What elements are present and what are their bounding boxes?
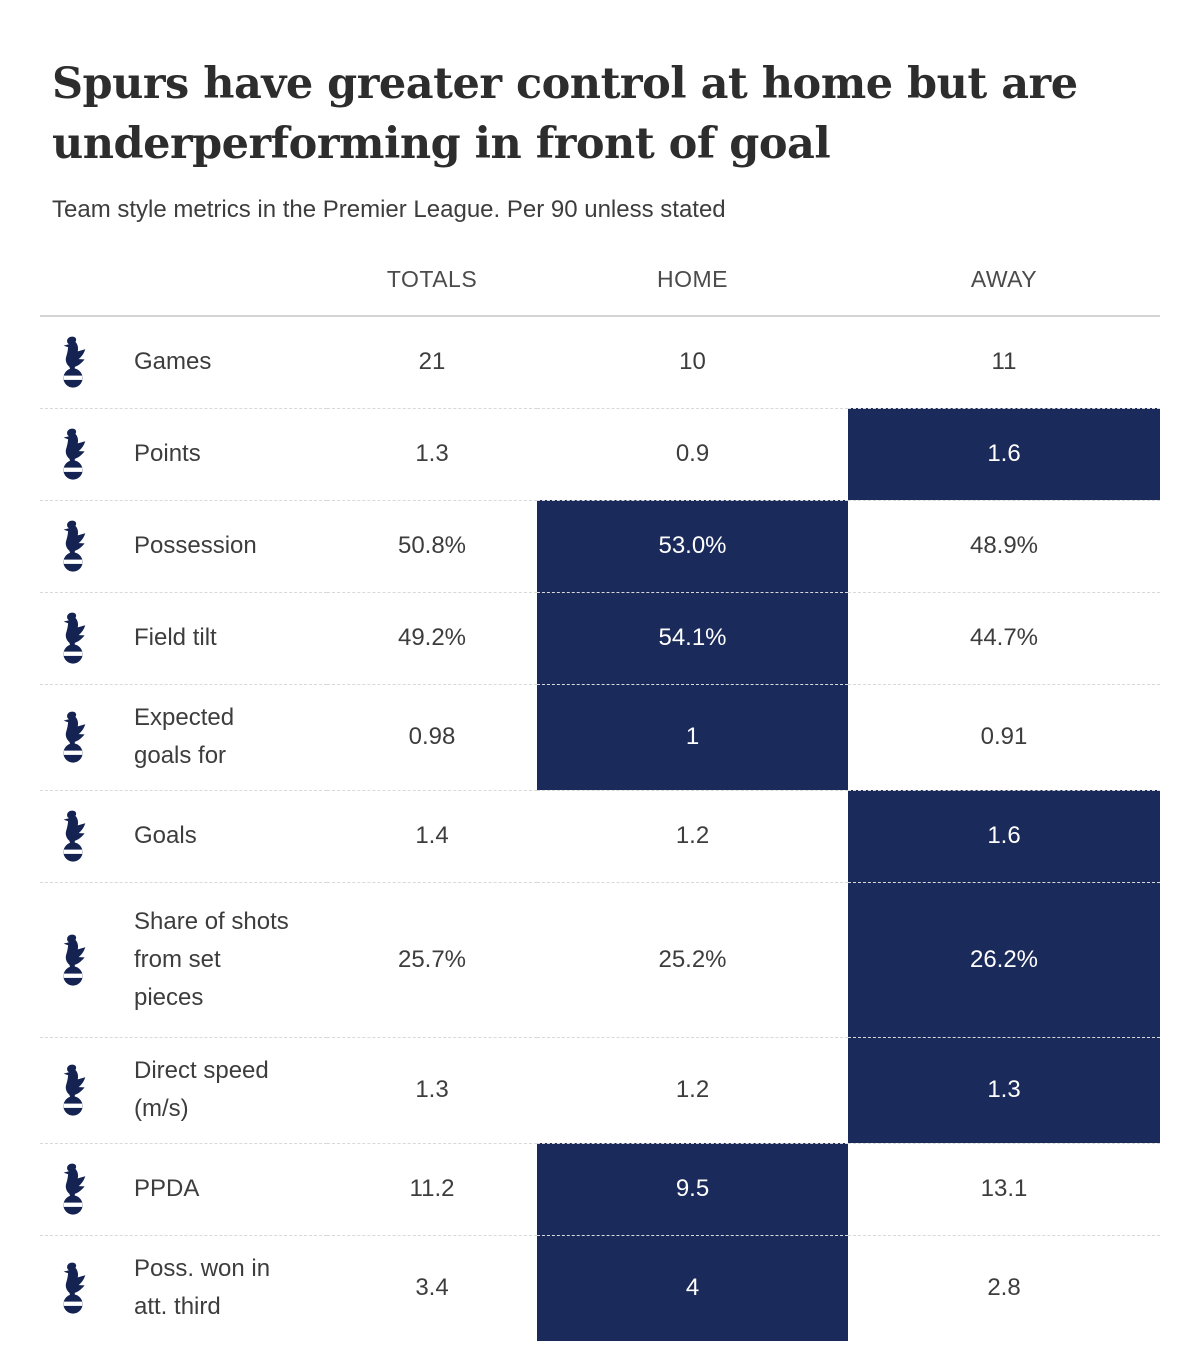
home-value: 10 bbox=[679, 348, 706, 376]
page-title: Spurs have greater control at home but a… bbox=[52, 59, 1078, 169]
away-value: 0.91 bbox=[848, 683, 1160, 790]
metric-label: Goals bbox=[134, 822, 197, 849]
tottenham-crest-icon bbox=[58, 711, 88, 763]
away-value-highlighted: 1.6 bbox=[848, 407, 1160, 500]
totals-value: 25.7% bbox=[327, 881, 537, 1037]
away-value: 48.9% bbox=[848, 499, 1160, 592]
totals-value: 1.3 bbox=[327, 1036, 537, 1143]
home-value: 0.9 bbox=[537, 407, 848, 500]
metric-label: Games bbox=[134, 348, 212, 376]
metric-label: Possession bbox=[134, 532, 257, 559]
away-value: 13.1 bbox=[848, 1142, 1160, 1235]
row-games: Games 21 10 11 bbox=[40, 316, 1160, 408]
tottenham-crest-icon bbox=[58, 810, 88, 862]
home-value: 1.2 bbox=[537, 789, 848, 882]
totals-value: 3.4 bbox=[327, 1234, 537, 1341]
row-ppda: PPDA 11.2 9.5 13.1 bbox=[40, 1142, 1160, 1235]
table-header-row: TOTALS HOME AWAY bbox=[40, 250, 1160, 317]
row-share-of-shots-from-set-pieces: Share of shots from set pieces 25.7% 25.… bbox=[40, 881, 1160, 1037]
home-value: 1.2 bbox=[537, 1036, 848, 1143]
home-value-highlighted: 54.1% bbox=[537, 591, 848, 684]
tottenham-crest-icon bbox=[58, 934, 88, 986]
away-value-highlighted: 26.2% bbox=[848, 881, 1160, 1037]
metric-label: Field tilt bbox=[134, 624, 217, 651]
totals-value: 21 bbox=[418, 348, 446, 376]
totals-value: 1.4 bbox=[327, 789, 537, 882]
row-possession: Possession 50.8% 53.0% 48.9% bbox=[40, 499, 1160, 592]
home-value-highlighted: 4 bbox=[537, 1234, 848, 1341]
away-value: 44.7% bbox=[848, 591, 1160, 684]
row-direct-speed: Direct speed (m/s) 1.3 1.2 1.3 bbox=[40, 1036, 1160, 1143]
away-column-header: AWAY bbox=[848, 250, 1160, 317]
tottenham-crest-icon bbox=[58, 1163, 88, 1215]
metric-label: Points bbox=[134, 440, 201, 467]
metric-label: Poss. won in att. third bbox=[134, 1255, 271, 1321]
metric-label: PPDA bbox=[134, 1175, 200, 1202]
metric-column-header bbox=[40, 250, 327, 317]
totals-value: 50.8% bbox=[327, 499, 537, 592]
metric-label: Expected goals for bbox=[134, 704, 235, 769]
away-value: 2.8 bbox=[848, 1234, 1160, 1341]
away-value: 11 bbox=[991, 348, 1017, 376]
row-points: Points 1.3 0.9 1.6 bbox=[40, 407, 1160, 500]
tottenham-crest-icon bbox=[58, 428, 88, 480]
tottenham-crest-icon bbox=[58, 612, 88, 664]
home-value-highlighted: 1 bbox=[537, 683, 848, 790]
tottenham-crest-icon bbox=[58, 1064, 88, 1116]
metric-label: Share of shots from set pieces bbox=[134, 907, 289, 1011]
metric-label: Direct speed (m/s) bbox=[134, 1057, 269, 1122]
row-expected-goals-for: Expected goals for 0.98 1 0.91 bbox=[40, 683, 1160, 790]
stats-table: TOTALS HOME AWAY Games 21 10 11 bbox=[40, 250, 1160, 1341]
home-column-header: HOME bbox=[537, 250, 848, 317]
totals-value: 49.2% bbox=[327, 591, 537, 684]
home-value: 25.2% bbox=[537, 881, 848, 1037]
totals-value: 1.3 bbox=[327, 407, 537, 500]
page-subtitle: Team style metrics in the Premier League… bbox=[52, 196, 726, 223]
tottenham-crest-icon bbox=[58, 336, 88, 388]
totals-column-header: TOTALS bbox=[327, 250, 537, 317]
home-value-highlighted: 9.5 bbox=[537, 1142, 848, 1235]
away-value-highlighted: 1.6 bbox=[848, 789, 1160, 882]
row-poss-won-in-att-third: Poss. won in att. third 3.4 4 2.8 bbox=[40, 1234, 1160, 1341]
row-goals: Goals 1.4 1.2 1.6 bbox=[40, 789, 1160, 882]
stats-table-container: TOTALS HOME AWAY Games 21 10 11 bbox=[40, 250, 1160, 1341]
tottenham-crest-icon bbox=[58, 1262, 88, 1314]
home-value-highlighted: 53.0% bbox=[537, 499, 848, 592]
totals-value: 0.98 bbox=[327, 683, 537, 790]
away-value-highlighted: 1.3 bbox=[848, 1036, 1160, 1143]
totals-value: 11.2 bbox=[327, 1142, 537, 1235]
row-field-tilt: Field tilt 49.2% 54.1% 44.7% bbox=[40, 591, 1160, 684]
chart-header: Spurs have greater control at home but a… bbox=[0, 0, 1200, 224]
tottenham-crest-icon bbox=[58, 520, 88, 572]
